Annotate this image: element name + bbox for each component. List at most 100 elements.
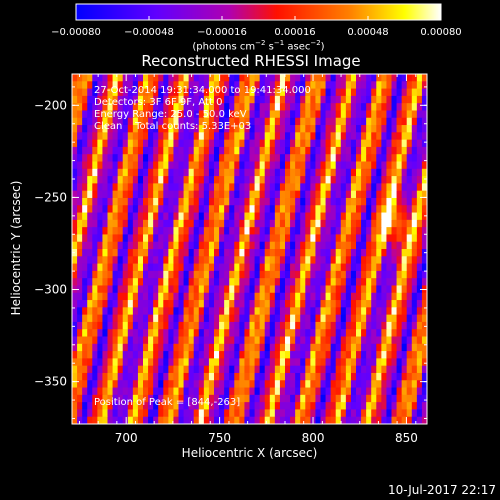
heatmap-cell (345, 270, 352, 279)
heatmap-cell (274, 278, 281, 287)
heatmap-cell (401, 117, 408, 126)
heatmap-cell (406, 409, 413, 418)
heatmap-cell (203, 219, 210, 228)
heatmap-cell (396, 117, 403, 126)
heatmap-cell (406, 314, 413, 323)
heatmap-cell (285, 227, 291, 236)
heatmap-cell (376, 365, 382, 374)
heatmap-cell (143, 285, 149, 294)
heatmap-cell (224, 125, 230, 133)
heatmap-cell (310, 402, 317, 411)
heatmap-cell (366, 81, 372, 90)
heatmap-cell (107, 256, 114, 265)
heatmap-cell (178, 402, 185, 411)
heatmap-cell (345, 161, 352, 170)
heatmap-cell (325, 321, 332, 330)
heatmap-cell (330, 161, 337, 170)
heatmap-cell (330, 176, 337, 184)
heatmap-cell (345, 154, 352, 163)
heatmap-cell (285, 125, 291, 133)
heatmap-cell (173, 88, 180, 97)
heatmap-cell (178, 343, 185, 352)
heatmap-cell (391, 146, 398, 155)
heatmap-cell (330, 416, 337, 424)
heatmap-cell (72, 351, 78, 359)
heatmap-cell (112, 300, 119, 308)
heatmap-cell (77, 321, 83, 330)
heatmap-cell (249, 307, 256, 316)
heatmap-cell (249, 387, 256, 396)
heatmap-cell (325, 103, 332, 112)
heatmap-cell (244, 95, 251, 104)
heatmap-cell (77, 241, 83, 250)
heatmap-cell (279, 351, 286, 359)
heatmap-cell (305, 154, 311, 163)
heatmap-cell (295, 321, 301, 330)
heatmap-cell (178, 227, 185, 236)
heatmap-cell (158, 249, 164, 257)
heatmap-cell (117, 161, 124, 170)
heatmap-cell (173, 110, 180, 119)
heatmap-cell (203, 343, 210, 352)
heatmap-cell (153, 270, 159, 279)
heatmap-cell (229, 372, 235, 381)
heatmap-cell (249, 190, 256, 199)
heatmap-cell (259, 307, 266, 316)
heatmap-cell (127, 336, 134, 345)
heatmap-cell (269, 227, 276, 236)
heatmap-cell (264, 314, 271, 323)
heatmap-cell (295, 402, 301, 411)
heatmap-cell (112, 329, 119, 338)
heatmap-cell (82, 343, 88, 352)
heatmap-cell (229, 270, 235, 279)
heatmap-cell (421, 212, 427, 221)
heatmap-cell (396, 74, 403, 82)
heatmap-cell (219, 380, 225, 389)
heatmap-cell (356, 321, 362, 330)
heatmap-cell (421, 197, 427, 206)
heatmap-cell (92, 300, 98, 308)
heatmap-cell (391, 74, 398, 82)
heatmap-cell (330, 241, 337, 250)
heatmap-cell (188, 161, 195, 170)
heatmap-cell (356, 197, 362, 206)
heatmap-cell (208, 270, 215, 279)
heatmap-cell (274, 212, 281, 221)
x-tick-label: 800 (302, 431, 325, 445)
heatmap-cell (183, 307, 190, 316)
heatmap-cell (137, 365, 144, 374)
heatmap-cell (214, 110, 220, 119)
heatmap-cell (411, 314, 418, 323)
plot-frame (71, 73, 428, 425)
heatmap-cell (279, 146, 286, 155)
heatmap-cell (386, 183, 393, 192)
heatmap-cell (203, 212, 210, 221)
heatmap-cell (188, 249, 195, 257)
heatmap-cell (219, 292, 225, 301)
heatmap-cell (117, 329, 124, 338)
heatmap-cell (239, 329, 246, 338)
heatmap-cell (148, 358, 154, 367)
heatmap-cell (92, 329, 98, 338)
heatmap-cell (188, 307, 195, 316)
heatmap-cell (406, 351, 413, 359)
heatmap-cell (411, 329, 418, 338)
heatmap-cell (158, 197, 164, 206)
heatmap-cell (406, 372, 413, 381)
heatmap-cell (188, 278, 195, 287)
heatmap-cell (112, 154, 119, 163)
heatmap-cell (117, 183, 124, 192)
heatmap-cell (97, 365, 104, 374)
heatmap-cell (366, 212, 372, 221)
heatmap-cell (381, 132, 388, 141)
heatmap-cell (117, 256, 124, 265)
heatmap-cell (224, 329, 230, 338)
heatmap-cell (173, 329, 180, 338)
heatmap-cell (112, 197, 119, 206)
heatmap-cell (300, 146, 306, 155)
heatmap-cell (203, 168, 210, 177)
heatmap-cell (137, 103, 144, 112)
heatmap-cell (244, 278, 251, 287)
heatmap-cell (295, 300, 301, 308)
heatmap-cell (132, 256, 139, 265)
